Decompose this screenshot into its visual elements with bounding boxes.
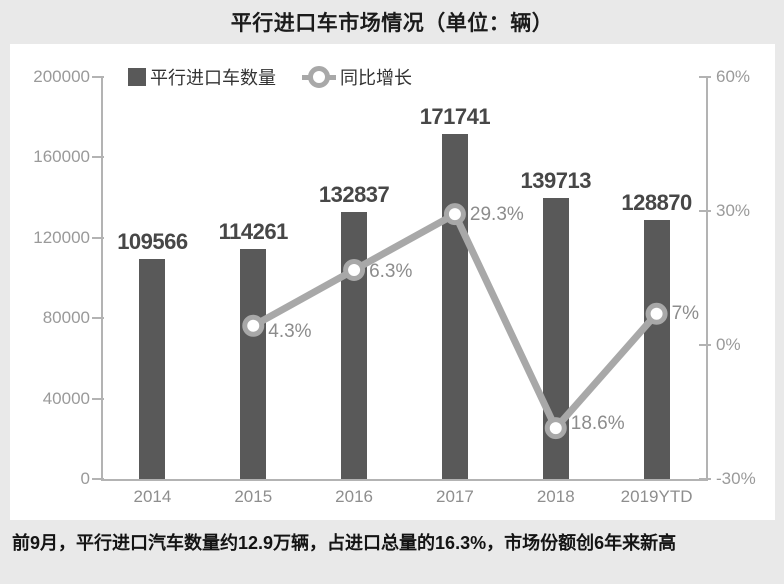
growth-label-2016: 6.3% [369, 260, 413, 282]
left-axis-tick-label-160000: 160000 [33, 147, 90, 167]
left-axis-tick-200000 [92, 76, 104, 78]
bar-series-legend-label: 平行进口车数量 [150, 68, 276, 88]
growth-label-2018: 18.6% [570, 413, 625, 435]
line-series-marker-icon [302, 66, 336, 88]
x-axis-label-2015: 2015 [234, 487, 273, 506]
right-axis-tick-label-30%: 30% [716, 201, 751, 220]
left-axis-tick-label-40000: 40000 [42, 388, 90, 408]
x-axis-line [101, 479, 708, 481]
left-axis-tick-80000 [92, 317, 104, 320]
right-axis-tick-60% [699, 76, 711, 78]
left-axis-line [101, 77, 103, 481]
bar-2016 [341, 211, 368, 479]
left-axis-tick-160000 [92, 156, 104, 159]
right-axis-tick-label--30%: -30% [716, 469, 756, 488]
left-axis-tick-label-0: 0 [80, 469, 90, 488]
growth-label-2015: 4.3% [268, 320, 312, 342]
right-axis-tick--30% [699, 478, 711, 480]
plot-area: 200000 160000 120000 80000 40000 0 60% 30% 0% -30… [10, 44, 775, 520]
growth-label-2019YTD: 7% [671, 302, 700, 324]
right-axis-tick-label-60%: 60% [716, 67, 751, 86]
right-axis-tick-30% [699, 210, 711, 212]
right-axis-line [706, 77, 708, 481]
legend: 平行进口车数量 同比增长 [128, 65, 412, 89]
bar-value-label-2019YTD: 128870 [621, 189, 692, 215]
line-series-legend-label: 同比增长 [340, 68, 412, 88]
left-axis-tick-label-80000: 80000 [42, 308, 90, 328]
right-axis-tick-label-0%: 0% [716, 335, 741, 354]
left-axis-tick-label-120000: 120000 [33, 227, 90, 247]
x-axis-label-2019YTD: 2019YTD [620, 487, 693, 506]
bar-value-label-2016: 132837 [318, 181, 390, 207]
x-axis-label-2017: 2017 [435, 487, 474, 506]
left-axis-tick-label-200000: 200000 [33, 67, 90, 86]
bar-2018 [542, 198, 569, 479]
growth-label-2017: 29.3% [469, 204, 524, 226]
bar-value-label-2018: 139713 [520, 168, 592, 194]
chart-panel: 平行进口车数量 同比增长 200000 160000 120000 80000 4000… [10, 44, 775, 520]
legend-ring-icon [308, 66, 330, 88]
bar-value-label-2014: 109566 [117, 228, 188, 254]
page-title: 平行进口车市场情况（单位：辆） [230, 12, 554, 35]
bar-2014 [139, 258, 166, 479]
right-axis-tick-0% [699, 344, 711, 346]
bar-value-label-2015: 114261 [218, 219, 289, 245]
x-axis-label-2014: 2014 [133, 487, 172, 506]
left-axis-tick-0 [92, 478, 104, 480]
left-axis-tick-40000 [92, 397, 104, 400]
bar-2017 [441, 133, 468, 479]
x-axis-label-2016: 2016 [335, 487, 373, 506]
bar-series-swatch-icon [128, 68, 146, 86]
footnote: 前9月，平行进口汽车数量约12.9万辆，占进口总量的16.3%，市场份额创6年来… [12, 533, 677, 553]
bar-2019YTD [643, 219, 670, 479]
left-axis-tick-120000 [92, 236, 104, 239]
bar-2015 [240, 249, 267, 479]
bar-value-label-2017: 171741 [419, 103, 491, 129]
x-axis-label-2018: 2018 [536, 487, 575, 506]
